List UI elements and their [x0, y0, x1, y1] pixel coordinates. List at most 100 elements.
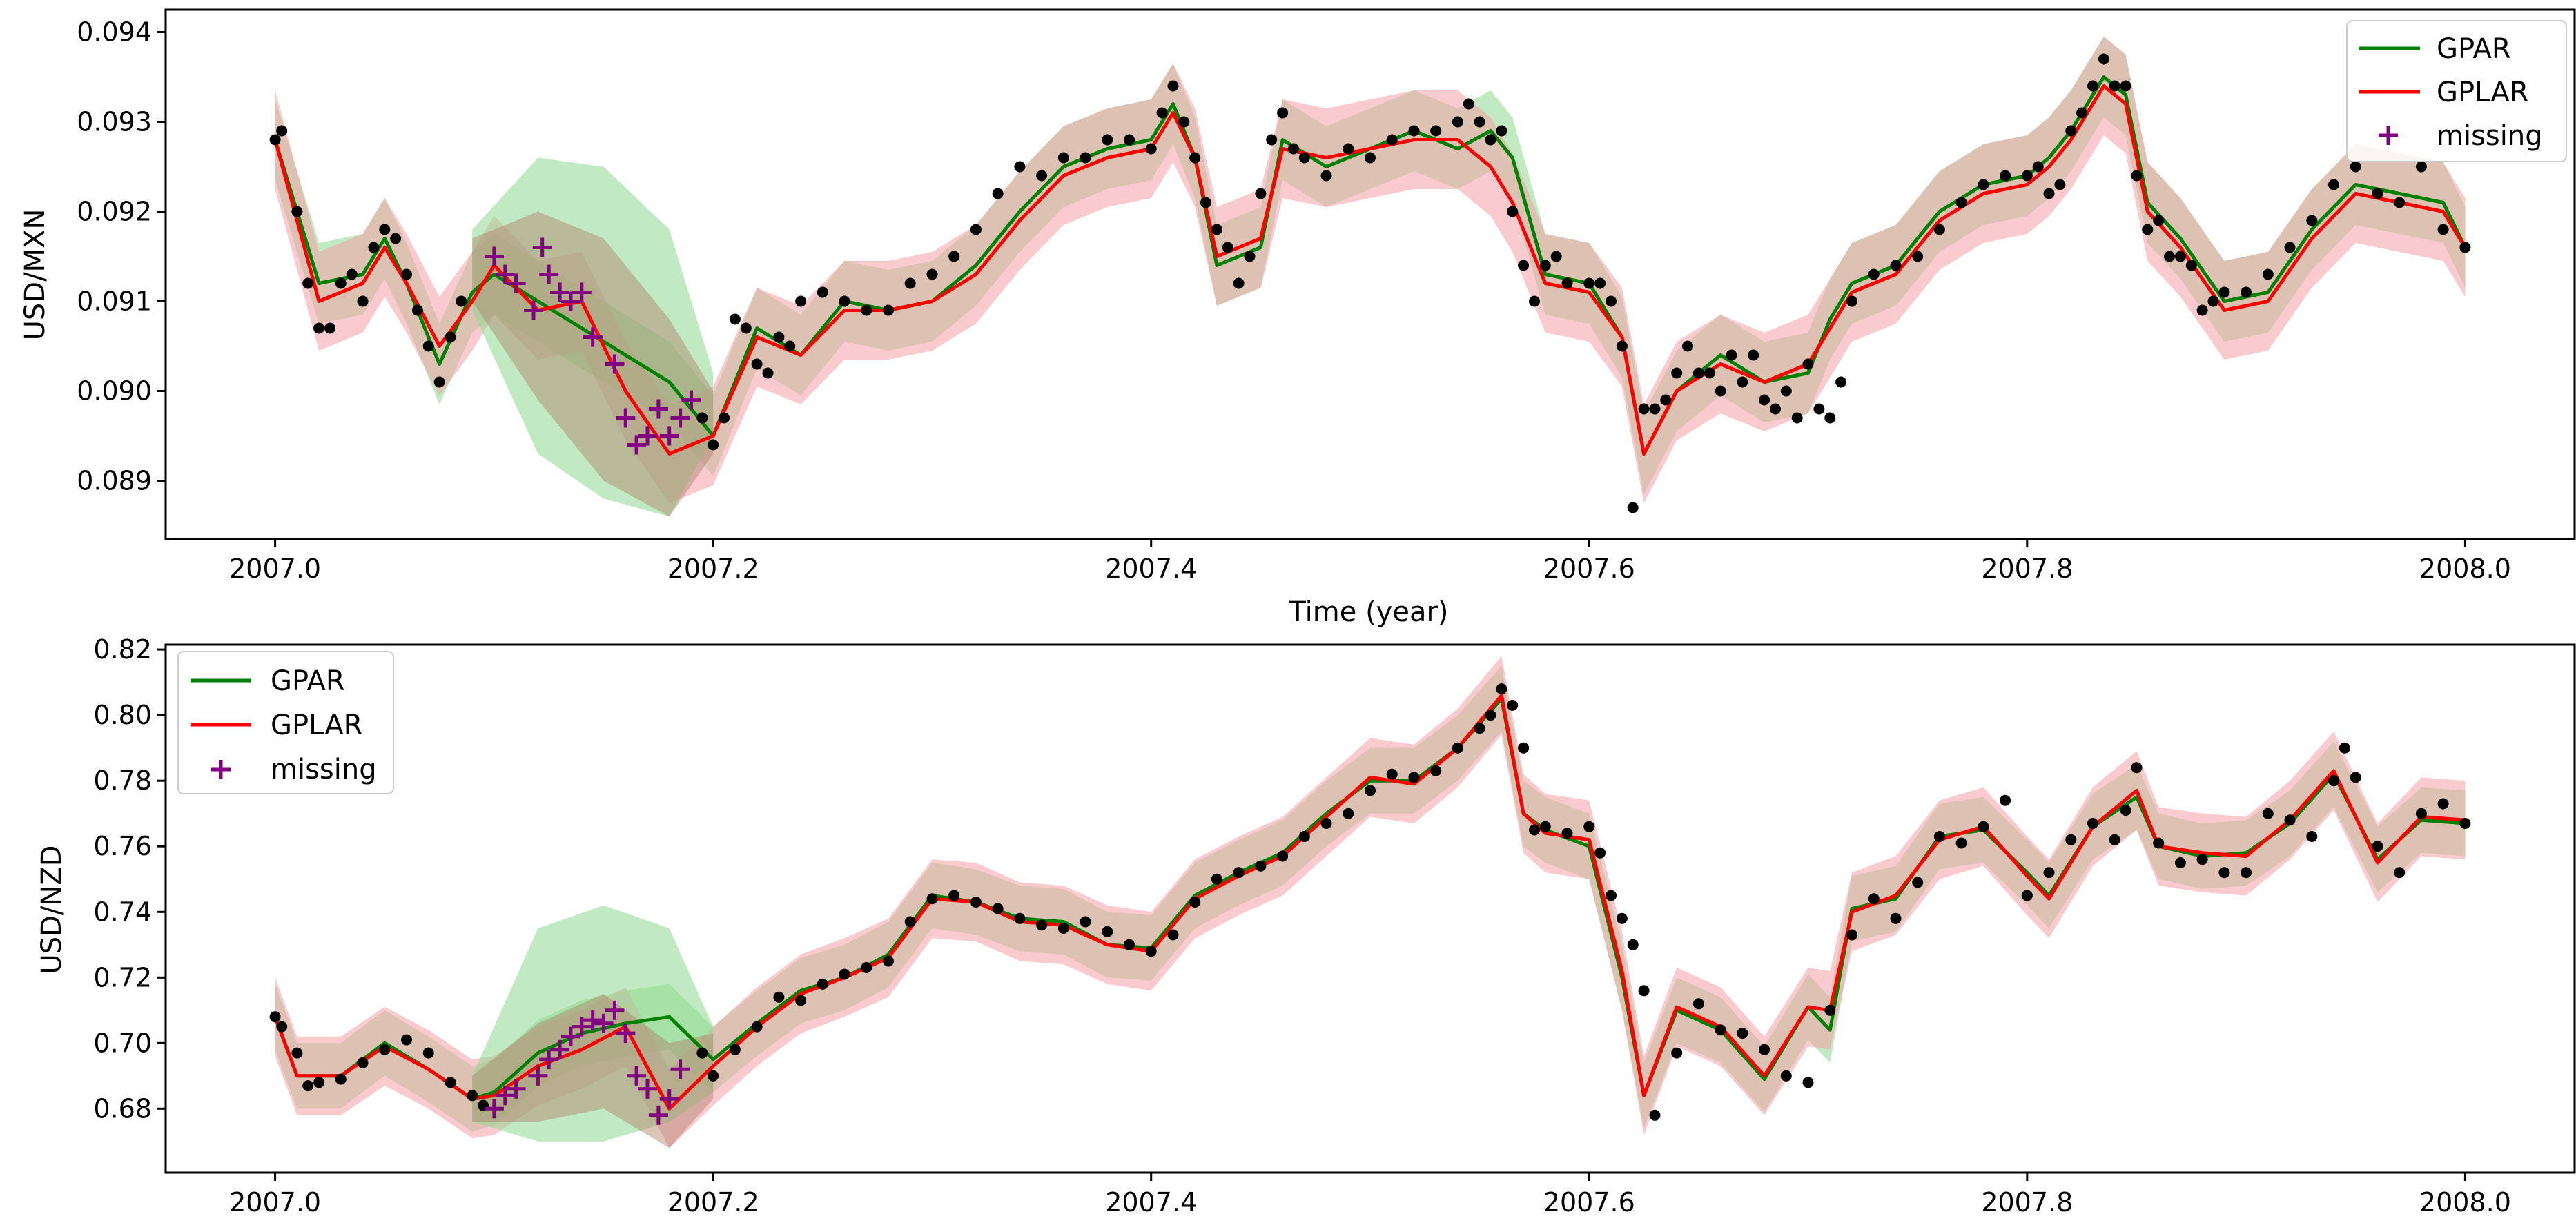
observed-point — [2306, 831, 2318, 842]
missing-point — [539, 264, 559, 284]
observed-point — [1167, 929, 1179, 941]
missing-point — [627, 435, 647, 455]
missing-point — [572, 282, 592, 302]
observed-point — [1057, 923, 1069, 934]
observed-point — [1452, 742, 1463, 754]
x-tick-label: 2008.0 — [2419, 554, 2511, 584]
observed-point — [1539, 821, 1551, 832]
observed-point — [302, 1080, 314, 1092]
observed-point — [2109, 834, 2120, 845]
observed-point — [357, 295, 369, 307]
observed-point — [1080, 916, 1091, 928]
observed-point — [1496, 125, 1507, 137]
gplar-uncertainty-band-gap — [472, 994, 714, 1148]
observed-point — [1627, 939, 1639, 950]
missing-point — [638, 1079, 657, 1099]
observed-point — [1539, 260, 1551, 271]
observed-point — [2339, 742, 2350, 754]
observed-point — [773, 331, 785, 343]
missing-point — [605, 354, 625, 374]
observed-point — [1759, 1044, 1770, 1055]
observed-point — [456, 295, 467, 307]
missing-point — [627, 1066, 647, 1086]
legend-usd-nzd: GPAR GPLAR missing — [177, 651, 394, 794]
legend-missing-label: missing — [271, 754, 377, 785]
observed-point — [1912, 877, 1924, 888]
observed-point — [276, 125, 288, 137]
observed-point — [302, 277, 314, 289]
y-axis-label-usd-nzd: USD/NZD — [36, 845, 68, 974]
observed-point — [1802, 1077, 1814, 1088]
observed-point — [2054, 179, 2066, 190]
observed-point — [948, 251, 960, 262]
axes-frame-usd-mxn — [164, 8, 2576, 540]
observed-point — [2262, 268, 2274, 280]
observed-point — [817, 286, 828, 298]
observed-point — [1737, 1028, 1748, 1039]
observed-point — [784, 340, 796, 352]
observed-point — [1692, 998, 1704, 1010]
observed-point — [1343, 143, 1354, 155]
observed-point — [2109, 80, 2120, 92]
observed-point — [729, 1044, 741, 1055]
missing-point — [583, 1010, 603, 1030]
y-axis-label-usd-mxn: USD/MXN — [19, 209, 51, 341]
y-tick-label: 0.80 — [93, 700, 152, 730]
observed-point — [269, 134, 281, 146]
x-tick-label: 2007.8 — [1981, 554, 2073, 584]
missing-point — [524, 300, 543, 320]
observed-point — [2174, 857, 2186, 868]
observed-point — [2372, 188, 2383, 199]
observed-point — [740, 322, 752, 334]
observed-point — [1485, 710, 1496, 721]
x-tick-label: 2007.8 — [1981, 1187, 2073, 1217]
observed-point — [1627, 502, 1639, 513]
observed-point — [1594, 847, 1606, 859]
missing-point — [659, 426, 679, 446]
missing-point — [506, 1079, 526, 1099]
missing-point — [605, 1000, 625, 1020]
observed-point — [1288, 143, 1299, 155]
observed-point — [2043, 867, 2055, 879]
observed-point — [1320, 818, 1332, 829]
observed-point — [1178, 116, 1190, 128]
observed-point — [1890, 912, 1902, 924]
observed-point — [1430, 765, 1442, 776]
observed-point — [1933, 831, 1945, 842]
observed-point — [1518, 260, 1530, 271]
observed-point — [276, 1021, 288, 1033]
observed-point — [1255, 188, 1267, 199]
legend-gpar-label: GPAR — [2437, 33, 2511, 65]
x-tick-label: 2007.6 — [1543, 1187, 1635, 1217]
missing-point — [561, 1026, 580, 1046]
observed-point — [1715, 1024, 1726, 1036]
observed-point — [422, 1047, 434, 1059]
observed-point — [2415, 161, 2427, 173]
y-tick-label: 0.68 — [93, 1093, 152, 1124]
observed-point — [1868, 268, 1880, 280]
observed-point — [2394, 867, 2406, 879]
observed-point — [1145, 143, 1157, 155]
observed-point — [1780, 1070, 1792, 1082]
observed-point — [2437, 798, 2449, 810]
observed-point — [1616, 912, 1628, 924]
observed-point — [1561, 828, 1573, 839]
observed-point — [904, 916, 916, 928]
observed-point — [335, 277, 347, 289]
observed-point — [1616, 340, 1628, 352]
legend-box — [177, 651, 394, 794]
y-tick-label: 0.76 — [93, 831, 152, 861]
missing-point — [670, 408, 690, 428]
observed-point — [2241, 286, 2252, 298]
observed-point — [2120, 80, 2131, 92]
legend-gpar-label: GPAR — [271, 665, 345, 697]
series-line-gplar — [273, 84, 2467, 456]
observed-point — [1233, 277, 1245, 289]
observed-point — [2087, 80, 2098, 92]
observed-point — [1057, 152, 1069, 164]
observed-point — [1529, 824, 1540, 836]
observed-point — [2131, 762, 2143, 774]
observed-point — [970, 224, 982, 235]
observed-point — [1014, 912, 1026, 924]
